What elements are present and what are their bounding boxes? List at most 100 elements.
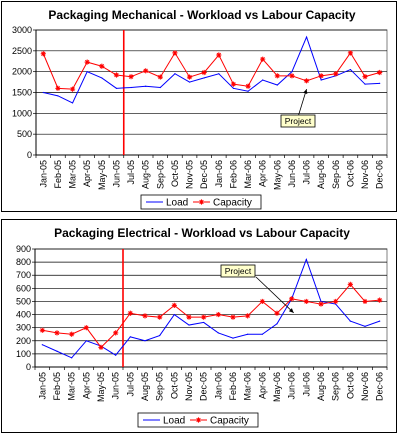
data-point-load xyxy=(159,86,161,89)
x-tick-label: Aug-06 xyxy=(316,372,326,401)
data-point-capacity xyxy=(186,74,193,80)
data-point-load xyxy=(232,87,235,89)
data-point-load xyxy=(232,337,234,339)
legend: Load Capacity xyxy=(137,412,259,428)
y-tick-label: 800 xyxy=(16,257,31,267)
data-point-capacity xyxy=(98,344,104,350)
data-point-capacity xyxy=(55,85,61,91)
data-point-capacity xyxy=(230,314,236,320)
data-point-load xyxy=(174,73,176,75)
data-point-capacity xyxy=(289,296,295,302)
x-tick-label: Feb-06 xyxy=(228,160,238,189)
y-tick-label: 700 xyxy=(16,270,31,280)
legend: Load Capacity xyxy=(140,194,262,210)
data-point-capacity xyxy=(362,298,368,305)
data-point-capacity xyxy=(215,311,221,318)
annotation-arrowhead xyxy=(303,89,308,95)
x-tick-label: Mar-06 xyxy=(243,372,253,401)
data-point-load xyxy=(41,344,43,346)
chart-mechanical: Packaging Mechanical - Workload vs Labou… xyxy=(12,8,388,210)
chart-electrical: Packaging Electrical - Workload vs Labou… xyxy=(16,226,388,428)
data-point-load xyxy=(71,357,73,359)
chart-panel-electrical: Packaging Electrical - Workload vs Labou… xyxy=(1,219,397,433)
x-tick-label: Nov-05 xyxy=(185,160,195,189)
data-point-capacity xyxy=(333,298,339,305)
data-point-capacity xyxy=(377,297,383,303)
data-point-load xyxy=(144,340,146,342)
legend-label-load: Load xyxy=(163,416,185,427)
data-point-capacity xyxy=(216,52,222,58)
data-point-capacity xyxy=(333,71,339,77)
x-tick-label: Jun-05 xyxy=(111,372,121,400)
data-point-capacity xyxy=(347,281,353,287)
data-point-capacity xyxy=(113,330,119,336)
x-tick-label: Dec-06 xyxy=(375,372,385,401)
y-tick-label: 0 xyxy=(27,150,32,160)
chart-title: Packaging Mechanical - Workload vs Labou… xyxy=(48,8,356,22)
data-point-load xyxy=(57,95,59,97)
y-tick-label: 2000 xyxy=(12,67,32,77)
data-point-capacity xyxy=(260,56,266,62)
data-point-load xyxy=(305,36,308,38)
x-tick-label: Sep-06 xyxy=(331,372,341,401)
data-point-load xyxy=(379,82,381,84)
data-point-capacity xyxy=(274,73,280,79)
data-point-capacity xyxy=(157,314,163,320)
x-tick-label: Jun-06 xyxy=(287,160,297,188)
data-point-capacity xyxy=(83,325,89,331)
y-tick-label: 3000 xyxy=(12,25,32,35)
data-point-load xyxy=(218,73,220,75)
legend-marker-capacity xyxy=(198,199,205,205)
x-tick-label: Feb-05 xyxy=(53,160,63,189)
x-tick-label: Aug-05 xyxy=(141,160,151,189)
data-point-load xyxy=(101,77,103,79)
data-point-load xyxy=(145,85,147,87)
x-tick-label: Jan-06 xyxy=(213,372,223,400)
data-point-capacity xyxy=(362,74,368,80)
data-point-load xyxy=(86,71,88,73)
series-capacity-group xyxy=(40,50,383,92)
x-tick-label: Dec-05 xyxy=(199,372,209,401)
y-tick-label: 500 xyxy=(16,296,31,306)
data-point-capacity xyxy=(143,68,149,74)
data-point-capacity xyxy=(303,298,309,305)
y-tick-label: 1000 xyxy=(12,108,32,118)
y-tick-label: 100 xyxy=(16,349,31,359)
x-tick-label: Jan-06 xyxy=(214,160,224,188)
series-load-group xyxy=(41,258,381,359)
data-point-load xyxy=(217,332,219,334)
chart-panel-mechanical: Packaging Mechanical - Workload vs Labou… xyxy=(1,1,397,212)
legend-label-capacity: Capacity xyxy=(213,198,252,209)
x-tick-label: Sep-05 xyxy=(155,372,165,401)
y-tick-label: 2500 xyxy=(12,46,32,56)
data-point-capacity xyxy=(171,302,177,308)
x-tick-label: Aug-06 xyxy=(316,160,326,189)
data-point-load xyxy=(320,79,322,81)
data-point-capacity xyxy=(245,313,251,319)
data-point-load xyxy=(129,336,131,338)
data-point-load xyxy=(159,334,161,337)
x-tick-label: Feb-05 xyxy=(52,372,62,401)
data-point-capacity xyxy=(113,72,120,78)
y-tick-label: 400 xyxy=(16,310,31,320)
x-tick-label: May-05 xyxy=(97,160,107,190)
data-point-load xyxy=(115,87,118,89)
x-tick-label: Oct-05 xyxy=(169,372,179,399)
x-tick-label: Jan-05 xyxy=(37,372,47,400)
legend-label-capacity: Capacity xyxy=(210,416,249,427)
data-point-capacity xyxy=(318,73,324,79)
x-tick-label: Jul-06 xyxy=(301,372,311,397)
legend-label-load: Load xyxy=(166,198,188,209)
x-tick-label: Jul-05 xyxy=(125,372,135,397)
data-point-capacity xyxy=(99,63,105,69)
data-point-capacity xyxy=(127,310,133,316)
annotation-pointer xyxy=(255,276,294,314)
x-tick-label: Mar-05 xyxy=(68,160,78,189)
data-point-capacity xyxy=(318,301,324,307)
x-tick-label: Jun-06 xyxy=(287,372,297,400)
chart-title: Packaging Electrical - Workload vs Labou… xyxy=(54,226,350,240)
series-load-group xyxy=(42,35,381,104)
x-tick-label: Apr-05 xyxy=(81,372,91,399)
data-point-capacity xyxy=(289,73,295,79)
data-point-load xyxy=(130,86,132,89)
